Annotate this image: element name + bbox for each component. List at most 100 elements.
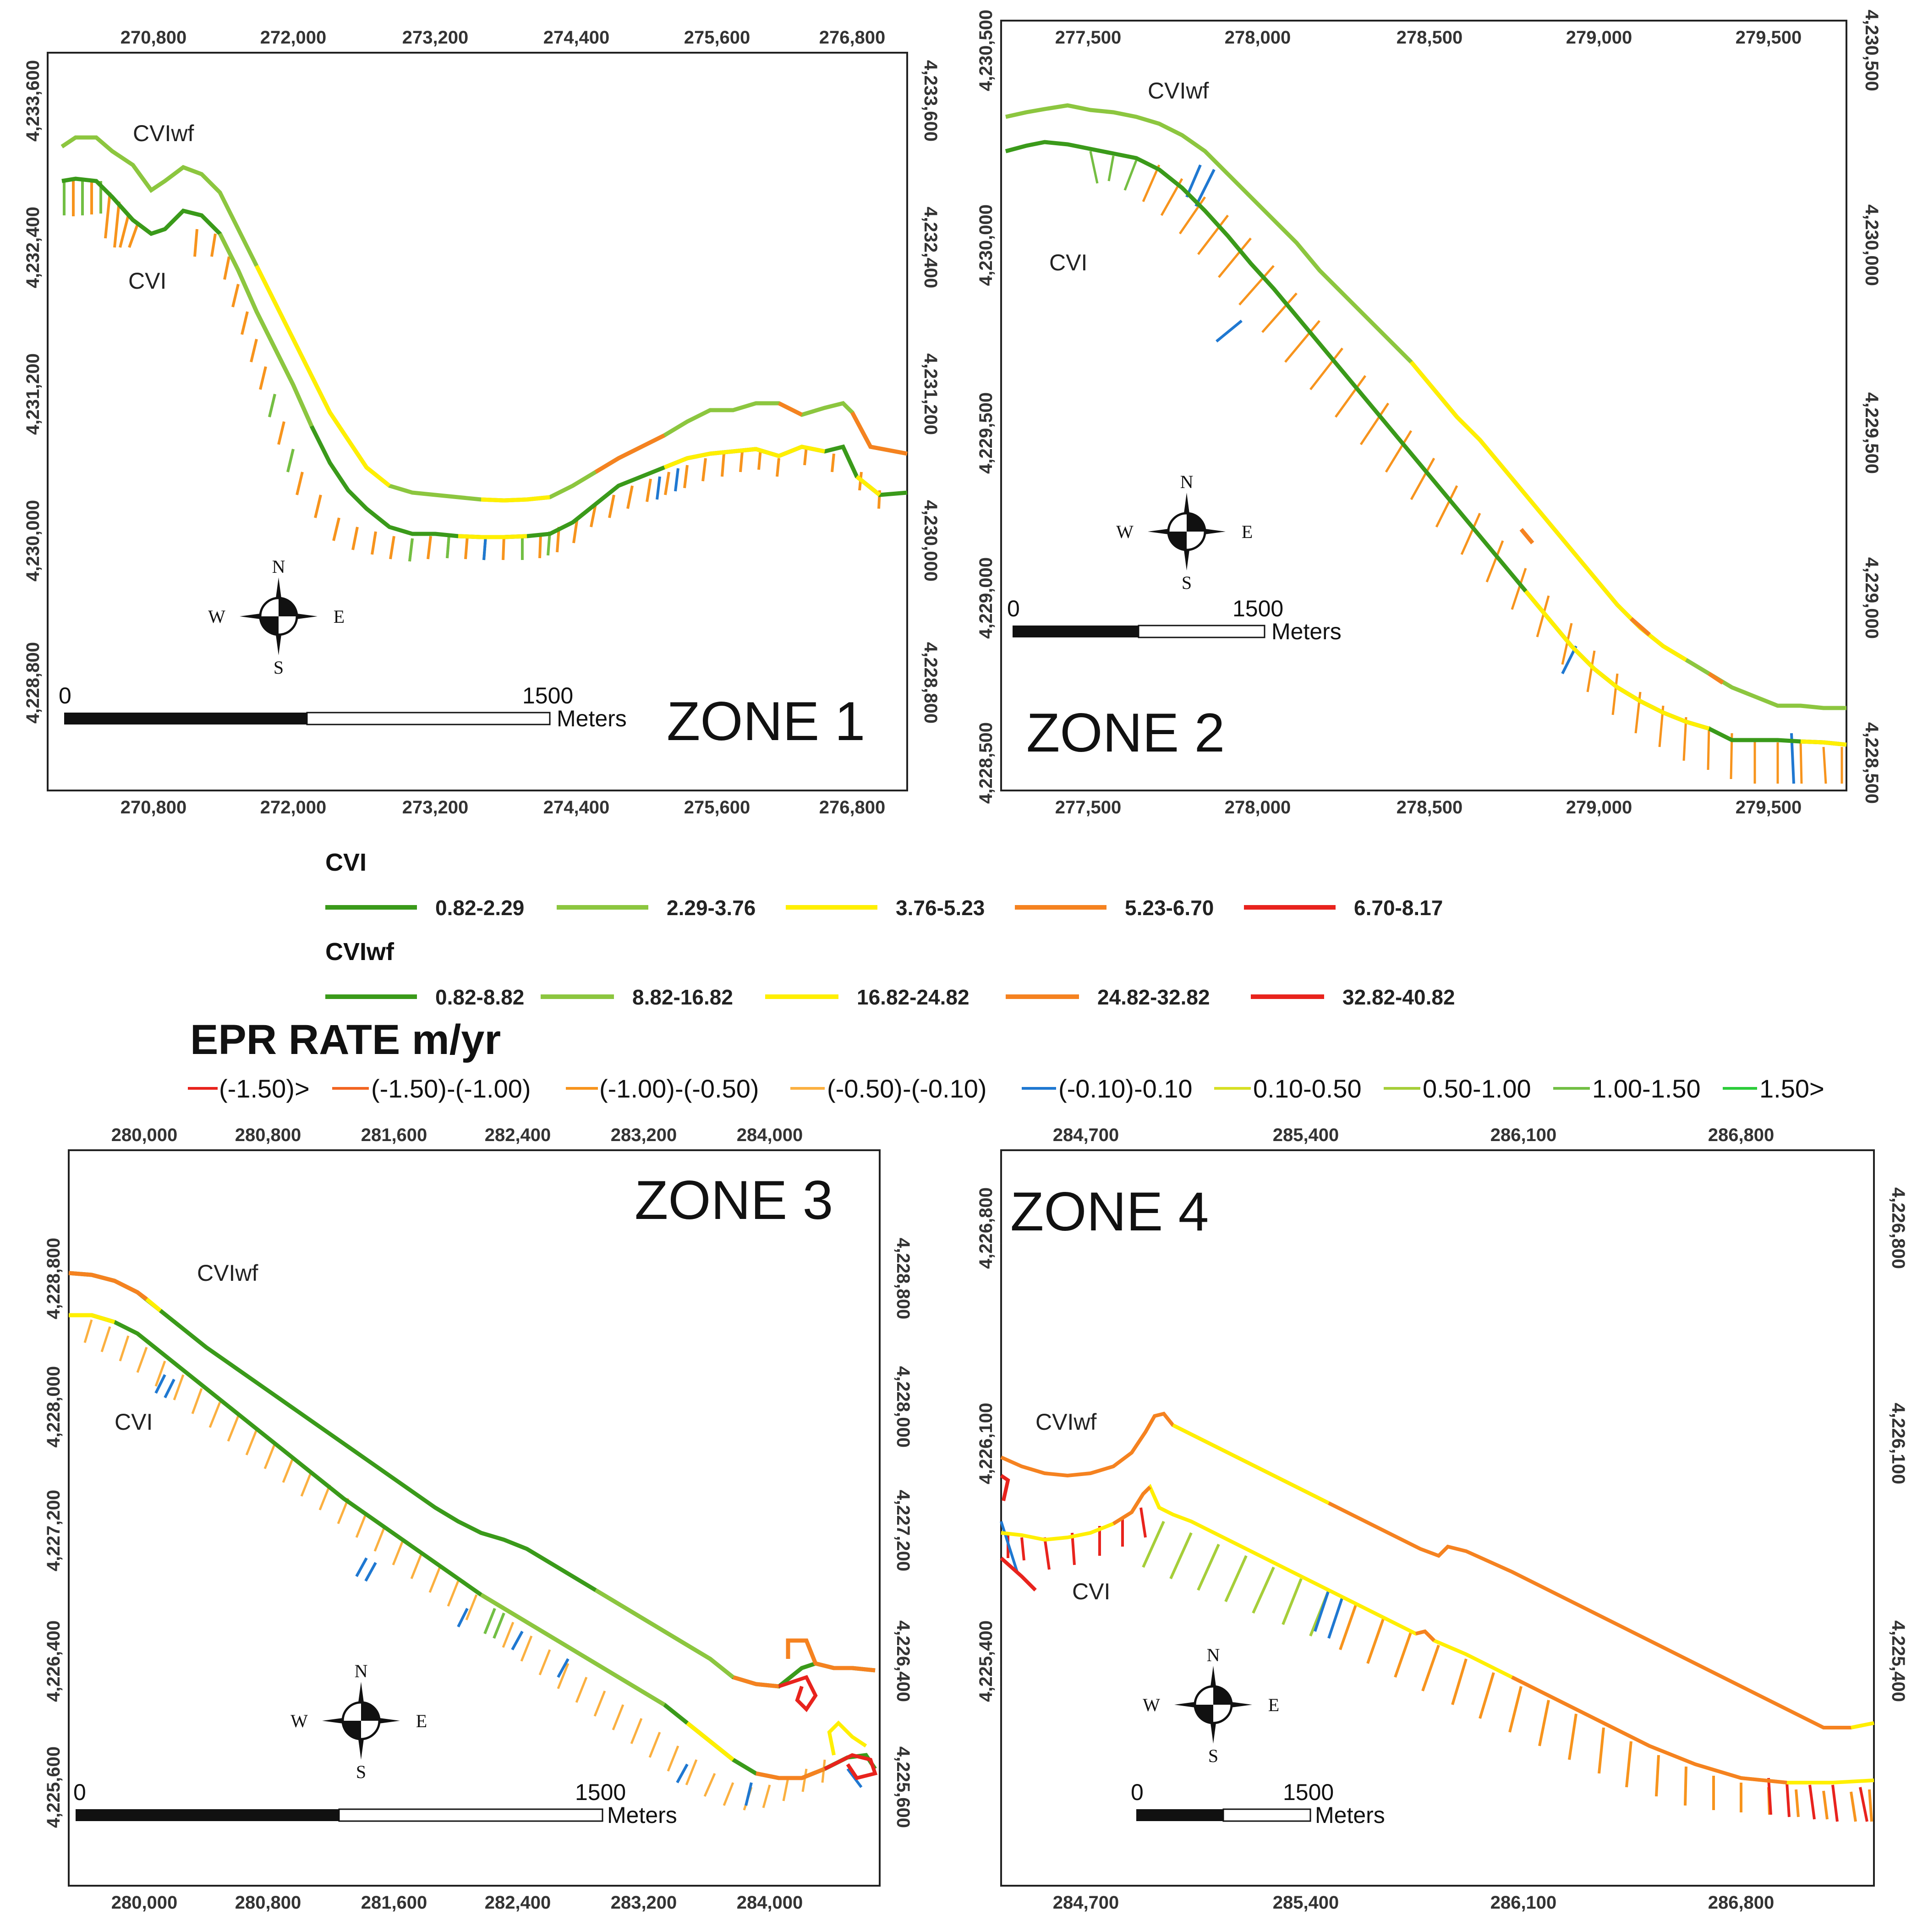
- legend-cviwf-label: 16.82-24.82: [857, 985, 969, 1009]
- legend-cviwf-label: 32.82-40.82: [1342, 985, 1455, 1009]
- zone-1-cvi-label: CVI: [128, 268, 166, 294]
- legend-epr-label: 1.00-1.50: [1592, 1074, 1701, 1103]
- zone-1-bottom-tick: 273,200: [402, 797, 469, 818]
- zone-1-scale-start: 0: [59, 683, 71, 708]
- zone-1-compass-n: N: [272, 556, 285, 577]
- legend-cviwf-item: 32.82-40.82: [1251, 985, 1455, 1009]
- zone-2-top-ticks: 277,500 278,000 278,500 279,000 279,500: [1055, 27, 1802, 48]
- zone-2-scale-bar: 0 1500 Meters: [1007, 596, 1342, 644]
- zone-1-right-tick: 4,232,400: [920, 207, 941, 288]
- zone-1-cviwf-line: [60, 135, 908, 503]
- zone-2-compass: N S E W: [1116, 472, 1253, 593]
- zone-3-bottom-tick: 281,600: [361, 1893, 427, 1913]
- zone-2-right-tick: 4,230,500: [1862, 10, 1882, 91]
- legend-epr-label: (-1.50)>: [219, 1074, 310, 1103]
- zone-2-top-tick: 277,500: [1055, 27, 1122, 48]
- zone-2-bottom-ticks: 277,500 278,000 278,500 279,000 279,500: [1055, 797, 1802, 818]
- zone-1-scale-end: 1500: [522, 683, 573, 708]
- zone-3-cvi-orange: [756, 1767, 826, 1780]
- zone-3-scale-end: 1500: [575, 1779, 626, 1805]
- zone-1-map: 270,800 272,000 273,200 274,400 275,600 …: [23, 27, 941, 818]
- zone-3-top-tick: 282,400: [485, 1125, 551, 1145]
- zone-3-cvi-label: CVI: [115, 1409, 153, 1435]
- legend-cvi-label: 6.70-8.17: [1354, 896, 1443, 920]
- zone-3-scale-bar: 0 1500 Meters: [73, 1779, 677, 1828]
- zone-3-right-tick: 4,225,600: [893, 1746, 913, 1828]
- zone-3-right-ticks: 4,228,800 4,228,000 4,227,200 4,226,400 …: [893, 1238, 913, 1828]
- legend-epr-title: EPR RATE m/yr: [190, 1016, 501, 1063]
- zone-1-scale-unit: Meters: [557, 706, 627, 731]
- zone-4-scale-unit: Meters: [1315, 1802, 1385, 1828]
- legend-cviwf: CVIwf 0.82-8.82 8.82-16.82 16.82-24.82 2…: [325, 938, 1455, 1009]
- zone-4-left-ticks: 4,226,800 4,226,100 4,225,400: [976, 1187, 996, 1702]
- legend-cvi-item: 0.82-2.29: [325, 896, 524, 920]
- legend-cvi: CVI 0.82-2.29 2.29-3.76 3.76-5.23 5.23-6…: [325, 849, 1443, 920]
- zone-4-top-tick: 286,800: [1708, 1125, 1775, 1145]
- legend-cviwf-label: 0.82-8.82: [435, 985, 524, 1009]
- zone-4-bottom-tick: 286,800: [1708, 1893, 1775, 1913]
- zone-3-title: ZONE 3: [635, 1169, 833, 1231]
- zone-4-transects-green: [1142, 1520, 1330, 1637]
- zone-2-right-ticks: 4,230,500 4,230,000 4,229,500 4,229,000 …: [1862, 10, 1882, 804]
- zone-2-transects-green: [1089, 151, 1138, 191]
- zone-3-bottom-tick: 282,400: [485, 1893, 551, 1913]
- legend-epr: EPR RATE m/yr (-1.50)> (-1.50)-(-1.00) (…: [188, 1016, 1824, 1103]
- zone-4-map: 284,700 285,400 286,100 286,800 284,700 …: [976, 1125, 1908, 1913]
- zone-3-left-tick: 4,226,400: [44, 1620, 64, 1702]
- legend-cvi-item: 6.70-8.17: [1244, 896, 1443, 920]
- zone-1-compass-s: S: [274, 657, 284, 678]
- zone-2-left-tick: 4,230,000: [976, 204, 996, 286]
- zone-2-top-tick: 279,000: [1566, 27, 1632, 48]
- legend-epr-item: 0.10-0.50: [1214, 1074, 1362, 1103]
- zone-1-cviwf-orange: [594, 401, 908, 474]
- legend-epr-item: (-1.50)>: [188, 1074, 310, 1103]
- zone-2-right-tick: 4,229,000: [1862, 557, 1882, 639]
- zone-3-top-tick: 280,800: [235, 1125, 301, 1145]
- zone-2-compass-n: N: [1180, 472, 1194, 492]
- zone-4-top-ticks: 284,700 285,400 286,100 286,800: [1053, 1125, 1775, 1145]
- zone-2-frame: [1000, 20, 1847, 791]
- zone-1-scale-bar: 0 1500 Meters: [59, 683, 627, 731]
- zone-1-bottom-tick: 274,400: [543, 797, 610, 818]
- zone-3-top-ticks: 280,000 280,800 281,600 282,400 283,200 …: [111, 1125, 803, 1145]
- zone-4-right-tick: 4,226,800: [1888, 1187, 1908, 1269]
- zone-3-left-tick: 4,228,800: [44, 1238, 64, 1319]
- zone-3-bottom-tick: 284,000: [737, 1893, 803, 1913]
- zone-4-cvi-orange: [1112, 1486, 1787, 1784]
- zone-1-left-tick: 4,233,600: [23, 60, 43, 142]
- legend-epr-label: (-0.10)-0.10: [1058, 1074, 1193, 1103]
- zone-4-right-ticks: 4,226,800 4,226,100 4,225,400: [1888, 1187, 1908, 1702]
- legend-cvi-label: 5.23-6.70: [1125, 896, 1214, 920]
- legend-cvi-label: 2.29-3.76: [667, 896, 756, 920]
- zone-2-bottom-tick: 279,000: [1566, 797, 1632, 818]
- zone-1-top-tick: 272,000: [260, 27, 327, 48]
- zone-4-top-tick: 284,700: [1053, 1125, 1119, 1145]
- zone-3-map: 280,000 280,800 281,600 282,400 283,200 …: [44, 1125, 913, 1913]
- legend-cviwf-label: 8.82-16.82: [632, 985, 733, 1009]
- zone-3-transects-blue: [154, 1374, 863, 1806]
- zone-2-bottom-tick: 279,500: [1736, 797, 1802, 818]
- zone-3-frame: [68, 1149, 881, 1887]
- zone-1-left-ticks: 4,233,600 4,232,400 4,231,200 4,230,000 …: [23, 60, 43, 724]
- zone-1-compass-e: E: [334, 606, 345, 627]
- legend-cvi-item: 3.76-5.23: [786, 896, 985, 920]
- zone-4-compass-w: W: [1143, 1695, 1160, 1715]
- zone-1-cviwf-yellow: [254, 264, 550, 503]
- legend-cvi-item: 2.29-3.76: [557, 896, 756, 920]
- zone-3-left-tick: 4,227,200: [44, 1490, 64, 1571]
- zone-4-title: ZONE 4: [1010, 1181, 1209, 1242]
- legend-epr-label: 0.50-1.00: [1423, 1074, 1531, 1103]
- zone-1-cvi-yellow: [458, 445, 881, 539]
- legend-epr-item: 1.50>: [1723, 1074, 1824, 1103]
- legend-epr-label: (-1.00)-(-0.50): [599, 1074, 759, 1103]
- zone-3-compass-n: N: [355, 1661, 368, 1681]
- zone-2-compass-s: S: [1182, 572, 1192, 593]
- zone-1-frame: [47, 52, 908, 791]
- legend-cviwf-item: 8.82-16.82: [541, 985, 733, 1009]
- zone-2-left-tick: 4,229,000: [976, 557, 996, 639]
- zone-4-top-tick: 286,100: [1490, 1125, 1557, 1145]
- zone-2-left-tick: 4,228,500: [976, 722, 996, 804]
- zone-4-cviwf-line: [1000, 1411, 1874, 1729]
- legend-epr-item: (-0.10)-0.10: [1022, 1074, 1193, 1103]
- zone-1-cvi-light-green: [218, 232, 314, 427]
